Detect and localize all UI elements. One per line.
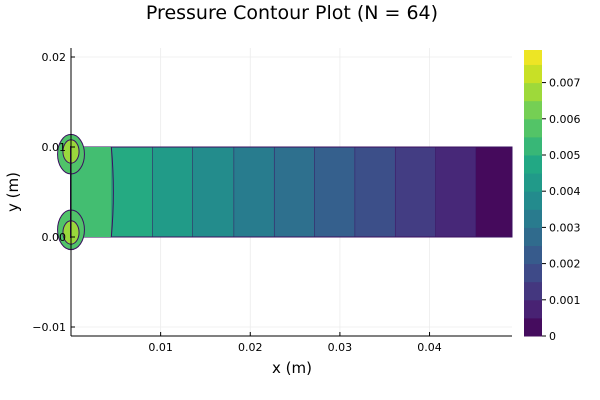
axes [70, 48, 512, 337]
y-axis-ticks: −0.01 0.00 0.01 0.02 [32, 51, 75, 334]
colorbar-tick-label: 0.006 [549, 113, 581, 126]
contour-band [476, 147, 512, 237]
y-axis-label: y (m) [4, 172, 22, 212]
colorbar-tick-label: 0.005 [549, 149, 581, 162]
contour-band [435, 147, 477, 237]
x-axis-label: x (m) [272, 359, 312, 377]
x-axis-ticks: 0.01 0.02 0.03 0.04 [148, 332, 442, 354]
contour-band [234, 147, 275, 237]
colorbar-segment [524, 118, 542, 138]
contour-band [395, 147, 436, 237]
x-tick-label: 0.01 [148, 341, 173, 354]
colorbar-segment [524, 209, 542, 228]
colorbar-segment [524, 154, 542, 174]
colorbar-segment [524, 299, 542, 319]
colorbar-segment [524, 82, 542, 102]
colorbar-segment [524, 227, 542, 246]
colorbar-tick-label: 0.004 [549, 185, 581, 198]
colorbar-segment [524, 281, 542, 301]
colorbar-segment [524, 136, 542, 156]
contour-band [314, 147, 356, 237]
colorbar-segment [524, 317, 542, 337]
contour-bands [70, 146, 513, 238]
colorbar-tick-label: 0.007 [549, 77, 581, 90]
colorbar-tick-label: 0.001 [549, 294, 581, 307]
chart-title: Pressure Contour Plot (N = 64) [146, 2, 438, 24]
contour-band [152, 147, 193, 237]
colorbar-segment [524, 263, 542, 283]
contour-band [274, 147, 315, 237]
contour-band [192, 147, 235, 237]
inlet-contour-line [110, 146, 114, 238]
y-tick-label: 0.01 [42, 141, 67, 154]
colorbar-tick-label: 0 [549, 330, 556, 343]
contour-band [111, 147, 153, 237]
y-tick-label: 0.00 [42, 231, 67, 244]
colorbar-segment [524, 50, 542, 65]
x-tick-label: 0.03 [328, 341, 353, 354]
colorbar-segment [524, 191, 542, 210]
colorbar-segment [524, 64, 542, 84]
contour-band [355, 147, 396, 237]
colorbar-segment [524, 100, 542, 120]
x-tick-label: 0.02 [238, 341, 263, 354]
colorbar-segment [524, 245, 542, 265]
x-tick-label: 0.04 [417, 341, 442, 354]
colorbar-tick-label: 0.003 [549, 221, 581, 234]
colorbar: 0 0.001 0.002 0.003 0.004 0.005 0.006 0.007 [524, 50, 581, 343]
inlet-contours [57, 133, 114, 251]
y-tick-label: −0.01 [32, 321, 66, 334]
colorbar-tick-label: 0.002 [549, 258, 581, 271]
colorbar-segment [524, 173, 542, 192]
y-tick-label: 0.02 [42, 51, 67, 64]
